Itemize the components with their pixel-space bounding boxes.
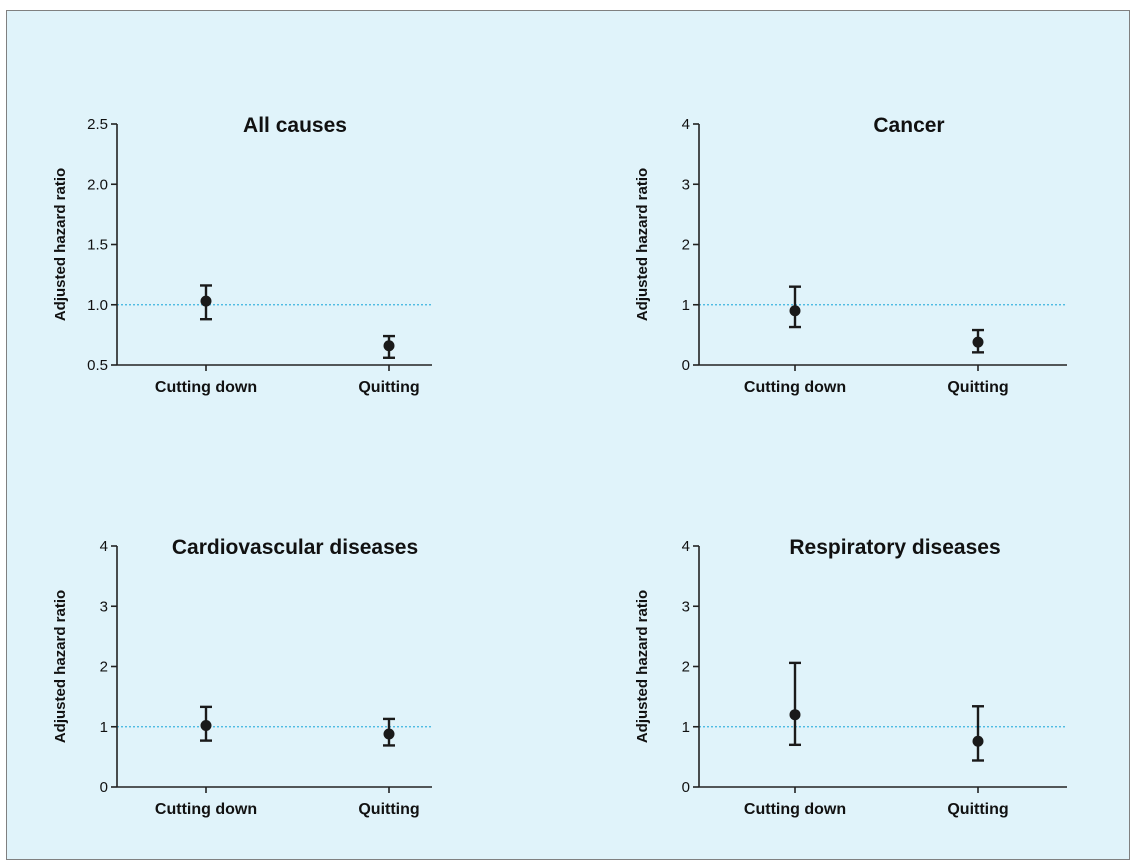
y-axis-label: Adjusted hazard ratio bbox=[634, 168, 651, 321]
x-tick-label: Quitting bbox=[947, 379, 1008, 396]
data-point bbox=[972, 336, 984, 348]
y-tick-label: 2 bbox=[100, 659, 108, 676]
y-tick-label: 3 bbox=[682, 598, 690, 615]
chart-title: Cancer bbox=[873, 114, 944, 137]
data-point bbox=[972, 735, 984, 747]
figure-panel: All causes Adjusted hazard ratio 0.5 1.0 1.5… bbox=[6, 10, 1130, 860]
y-tick-label: 0 bbox=[682, 357, 690, 374]
chart-title: All causes bbox=[243, 114, 347, 137]
x-tick-label: Cutting down bbox=[155, 801, 257, 818]
chart-panel-2: Cancer Adjusted hazard ratio 0 1 2 3 4 Cutting … bbox=[634, 114, 1067, 396]
x-tick-label: Cutting down bbox=[155, 379, 257, 396]
chart-panel-3: Cardiovascular diseases Adjusted hazard r… bbox=[52, 536, 432, 818]
y-tick-label: 0 bbox=[682, 779, 690, 796]
y-tick-label: 0.5 bbox=[87, 357, 108, 374]
x-tick-label: Quitting bbox=[358, 801, 419, 818]
chart-panel-4: Respiratory diseases Adjusted hazard rati… bbox=[634, 536, 1067, 818]
data-point bbox=[200, 295, 212, 307]
y-tick-label: 1 bbox=[682, 297, 690, 314]
x-tick-label: Quitting bbox=[947, 801, 1008, 818]
data-point bbox=[200, 720, 212, 732]
y-tick-label: 3 bbox=[100, 598, 108, 615]
chart-title: Cardiovascular diseases bbox=[172, 536, 418, 559]
y-tick-label: 4 bbox=[682, 538, 690, 555]
y-tick-label: 1 bbox=[100, 719, 108, 736]
y-tick-label: 2 bbox=[682, 659, 690, 676]
x-tick-label: Quitting bbox=[358, 379, 419, 396]
data-point bbox=[789, 709, 801, 721]
data-point bbox=[383, 340, 395, 352]
y-tick-label: 0 bbox=[100, 779, 108, 796]
data-point bbox=[383, 728, 395, 740]
y-tick-label: 1.0 bbox=[87, 297, 108, 314]
y-tick-label: 2 bbox=[682, 237, 690, 254]
y-axis-label: Adjusted hazard ratio bbox=[52, 590, 69, 743]
y-tick-label: 1 bbox=[682, 719, 690, 736]
x-tick-label: Cutting down bbox=[744, 801, 846, 818]
x-tick-label: Cutting down bbox=[744, 379, 846, 396]
chart-grid: All causes Adjusted hazard ratio 0.5 1.0 1.5… bbox=[52, 114, 1067, 818]
y-axis-label: Adjusted hazard ratio bbox=[52, 168, 69, 321]
data-point bbox=[789, 305, 801, 317]
y-tick-label: 3 bbox=[682, 176, 690, 193]
y-axis-label: Adjusted hazard ratio bbox=[634, 590, 651, 743]
y-tick-label: 1.5 bbox=[87, 237, 108, 254]
y-tick-label: 4 bbox=[682, 116, 690, 133]
y-tick-label: 2.0 bbox=[87, 176, 108, 193]
y-tick-label: 2.5 bbox=[87, 116, 108, 133]
y-tick-label: 4 bbox=[100, 538, 108, 555]
chart-panel-1: All causes Adjusted hazard ratio 0.5 1.0 1.5… bbox=[52, 114, 432, 396]
chart-title: Respiratory diseases bbox=[789, 536, 1000, 559]
